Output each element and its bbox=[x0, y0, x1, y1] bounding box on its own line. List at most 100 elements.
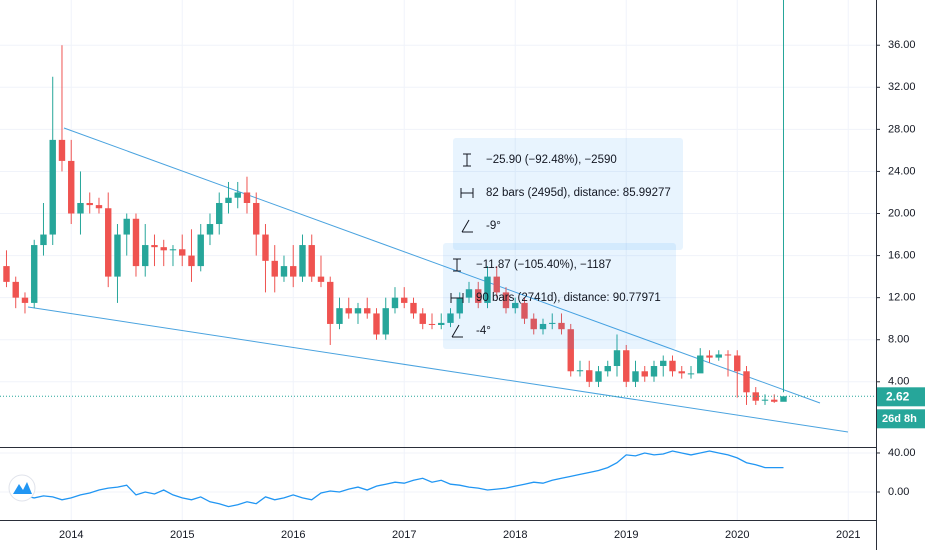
candle-body bbox=[586, 370, 593, 382]
candle-body bbox=[327, 281, 334, 324]
candle-body bbox=[345, 308, 352, 314]
candle-body bbox=[95, 205, 103, 209]
candle-body bbox=[188, 255, 195, 267]
candle-body bbox=[475, 289, 482, 303]
candle-body bbox=[456, 297, 463, 314]
x-tick-label: 2020 bbox=[725, 529, 749, 541]
candle-body bbox=[123, 218, 130, 235]
candle-body bbox=[142, 245, 149, 267]
lower-trendline bbox=[27, 306, 849, 433]
candle-body bbox=[271, 260, 278, 277]
candle-body bbox=[539, 323, 547, 330]
candle-body bbox=[715, 354, 722, 358]
candle-body bbox=[21, 297, 29, 303]
candle-body bbox=[3, 266, 10, 282]
countdown-label: 26d 8h bbox=[882, 413, 917, 425]
logo-glyph bbox=[13, 482, 32, 494]
candle-body bbox=[771, 399, 778, 402]
candle-body bbox=[780, 396, 787, 402]
tooltip-text: −11.87 (−105.40%), −1187 bbox=[476, 259, 611, 271]
candle-body bbox=[743, 371, 750, 393]
candle-body bbox=[391, 297, 399, 309]
candle-body bbox=[493, 276, 500, 293]
icon-horizontal bbox=[450, 293, 464, 303]
axes: 2014 2015 2016 2017 2018 2019 2020 2021 4.00 8.00… bbox=[59, 39, 925, 541]
candle-body bbox=[678, 371, 685, 374]
candle-body bbox=[105, 208, 112, 277]
tooltip-text: -4° bbox=[476, 325, 491, 337]
x-tick-label: 2014 bbox=[59, 529, 83, 541]
candle-body bbox=[697, 355, 704, 374]
candle-body bbox=[336, 308, 343, 324]
candle-body bbox=[484, 276, 491, 303]
candle-body bbox=[752, 392, 759, 401]
y-tick-label: 0.00 bbox=[888, 486, 909, 498]
upper-trendline bbox=[63, 127, 821, 404]
y-tick-label: 32.00 bbox=[888, 81, 916, 93]
candle-body bbox=[650, 366, 658, 377]
icon-horizontal bbox=[460, 188, 474, 198]
candle-body bbox=[623, 350, 630, 382]
countdown-box bbox=[877, 409, 925, 429]
candle-body bbox=[31, 245, 38, 303]
tooltip-text: −25.90 (−92.48%), −2590 bbox=[486, 154, 617, 166]
candle-body bbox=[724, 354, 732, 356]
candle-body bbox=[40, 234, 47, 246]
y-tick-label: 4.00 bbox=[888, 376, 909, 388]
icon-vertical bbox=[453, 258, 461, 272]
candle-body bbox=[68, 160, 75, 214]
candle-body bbox=[521, 302, 528, 319]
x-tick-label: 2019 bbox=[614, 529, 638, 541]
candle-body bbox=[373, 313, 380, 335]
candle-body bbox=[317, 276, 325, 282]
candle-body bbox=[567, 329, 574, 372]
x-tick-label: 2017 bbox=[392, 529, 416, 541]
candle-body bbox=[502, 292, 510, 309]
candle-body bbox=[706, 355, 713, 358]
indicator-line bbox=[15, 450, 784, 508]
icon-angle bbox=[451, 324, 463, 338]
candle-body bbox=[558, 322, 565, 330]
candle-body bbox=[364, 308, 371, 314]
y-tick-label: 12.00 bbox=[888, 292, 916, 304]
candle-body bbox=[12, 281, 19, 298]
candle-body bbox=[308, 245, 315, 277]
y-tick-label: 16.00 bbox=[888, 249, 916, 261]
candle-body bbox=[595, 371, 602, 382]
candle-body bbox=[428, 323, 436, 325]
candle-body bbox=[641, 371, 648, 377]
tooltip-box bbox=[443, 243, 676, 349]
marks bbox=[0, 0, 876, 508]
candle-body bbox=[382, 308, 389, 335]
x-tick-label: 2021 bbox=[836, 529, 860, 541]
candle-body bbox=[253, 202, 260, 235]
candle-body bbox=[197, 234, 204, 267]
candle-body bbox=[114, 234, 121, 277]
y-tick-label: 28.00 bbox=[888, 123, 916, 135]
candle-body bbox=[576, 370, 584, 372]
candle-body bbox=[160, 247, 167, 251]
candle-body bbox=[354, 308, 362, 314]
candle-body bbox=[530, 318, 537, 330]
candle-body bbox=[410, 302, 417, 314]
y-tick-label: 8.00 bbox=[888, 334, 909, 346]
measure-tooltips: −25.90 (−92.48%), −2590 82 bars (2495d), … bbox=[443, 138, 683, 349]
candle-body bbox=[216, 202, 223, 225]
candle-body bbox=[86, 202, 93, 206]
x-tick-label: 2015 bbox=[170, 529, 194, 541]
candle-body bbox=[687, 373, 695, 375]
candle-body bbox=[234, 192, 241, 198]
candle-body bbox=[169, 249, 177, 251]
x-tick-label: 2018 bbox=[503, 529, 527, 541]
candle-body bbox=[280, 266, 288, 277]
candle-body bbox=[613, 350, 621, 367]
candle-body bbox=[132, 218, 140, 267]
y-tick-label: 36.00 bbox=[888, 39, 916, 51]
candle-body bbox=[243, 192, 251, 203]
y-tick-label: 40.00 bbox=[888, 447, 916, 459]
candle-body bbox=[549, 322, 556, 324]
candle-body bbox=[206, 224, 214, 235]
candle-body bbox=[290, 266, 297, 277]
